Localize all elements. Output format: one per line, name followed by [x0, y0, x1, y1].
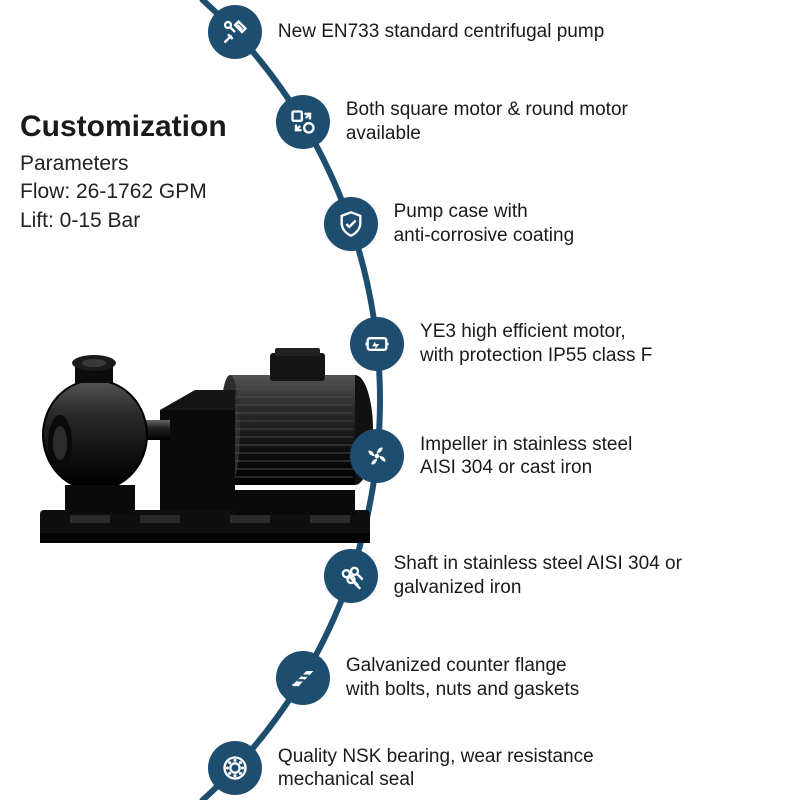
infographic-container: Customization Parameters Flow: 26-1762 G… [0, 0, 800, 800]
motor-icon [350, 317, 404, 371]
feature-label: Impeller in stainless steelAISI 304 or c… [420, 433, 632, 481]
feature-label: Pump case withanti-corrosive coating [394, 200, 575, 248]
feature-item: Pump case withanti-corrosive coating [324, 197, 575, 251]
feature-label: Quality NSK bearing, wear resistance mec… [278, 745, 618, 793]
feature-item: Galvanized counter flangewith bolts, nut… [276, 651, 579, 705]
feature-item: New EN733 standard centrifugal pump [208, 5, 604, 59]
param-lift: Lift: 0-15 Bar [20, 207, 227, 235]
param-label: Parameters [20, 150, 227, 178]
feature-item: YE3 high efficient motor,with protection… [350, 317, 652, 371]
shield-icon [324, 197, 378, 251]
swap-icon [276, 95, 330, 149]
fan-icon [350, 429, 404, 483]
tools-icon [208, 5, 262, 59]
feature-label: New EN733 standard centrifugal pump [278, 20, 604, 44]
feature-label: YE3 high efficient motor,with protection… [420, 320, 652, 368]
pump-image [20, 315, 400, 555]
feature-item: Quality NSK bearing, wear resistance mec… [208, 741, 618, 795]
title: Customization [20, 110, 227, 144]
bearing-icon [208, 741, 262, 795]
feature-item: Both square motor & round motor availabl… [276, 95, 686, 149]
feature-item: Shaft in stainless steel AISI 304 or gal… [324, 549, 734, 603]
rods-icon [324, 549, 378, 603]
feature-label: Galvanized counter flangewith bolts, nut… [346, 654, 579, 702]
heading-block: Customization Parameters Flow: 26-1762 G… [20, 110, 227, 235]
feature-label: Shaft in stainless steel AISI 304 or gal… [394, 552, 734, 600]
feature-item: Impeller in stainless steelAISI 304 or c… [350, 429, 632, 483]
param-flow: Flow: 26-1762 GPM [20, 178, 227, 206]
feature-label: Both square motor & round motor availabl… [346, 98, 686, 146]
flange-icon [276, 651, 330, 705]
